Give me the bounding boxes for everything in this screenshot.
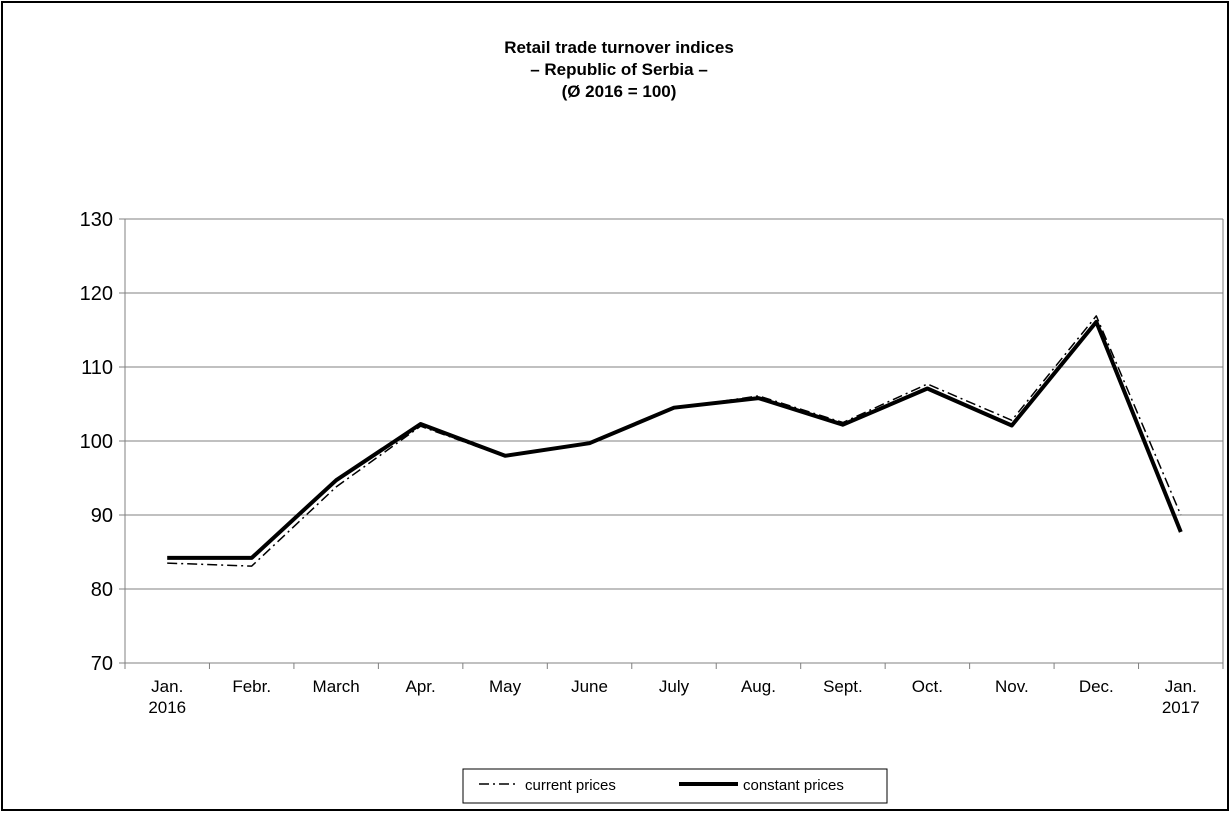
x-tick-label: Dec. bbox=[1079, 677, 1114, 696]
legend-label-current-prices: current prices bbox=[525, 777, 616, 794]
line-chart: Retail trade turnover indices – Republic… bbox=[3, 3, 1231, 813]
x-tick-label: Aug. bbox=[741, 677, 776, 696]
y-tick-label: 120 bbox=[80, 283, 113, 305]
x-tick-label: Sept. bbox=[823, 677, 863, 696]
x-tick-label: Febr. bbox=[232, 677, 271, 696]
x-tick-label: Nov. bbox=[995, 677, 1029, 696]
chart-subtitle: – Republic of Serbia – bbox=[530, 60, 708, 79]
y-tick-label: 90 bbox=[91, 505, 113, 527]
gridlines bbox=[125, 219, 1223, 589]
chart-subtitle-base: (Ø 2016 = 100) bbox=[562, 82, 677, 101]
y-tick-label: 70 bbox=[91, 653, 113, 675]
x-tick-label: Apr. bbox=[405, 677, 435, 696]
x-tick-label: June bbox=[571, 677, 608, 696]
y-tick-label: 130 bbox=[80, 209, 113, 231]
x-tick-label: 2016 bbox=[148, 698, 186, 717]
y-tick-label: 100 bbox=[80, 431, 113, 453]
y-tick-labels: 130 120 110 100 90 80 70 bbox=[80, 209, 113, 675]
legend-label-constant-prices: constant prices bbox=[743, 777, 844, 794]
x-tick-label: 2017 bbox=[1162, 698, 1200, 717]
x-tick-label: Jan. bbox=[151, 677, 183, 696]
y-tick-label: 80 bbox=[91, 579, 113, 601]
x-tick-labels: Jan. 2016 Febr. March Apr. May June July Aug. Sep… bbox=[148, 677, 1199, 717]
x-tick-label: Jan. bbox=[1165, 677, 1197, 696]
series-line-constant-prices bbox=[167, 322, 1181, 558]
x-tick-label: Oct. bbox=[912, 677, 943, 696]
x-tick-label: May bbox=[489, 677, 522, 696]
y-tick-label: 110 bbox=[81, 357, 113, 379]
axes bbox=[119, 219, 1223, 669]
legend: current prices constant prices bbox=[463, 769, 887, 803]
x-tick-label: July bbox=[659, 677, 690, 696]
x-tick-label: March bbox=[313, 677, 360, 696]
chart-title: Retail trade turnover indices bbox=[504, 38, 734, 57]
